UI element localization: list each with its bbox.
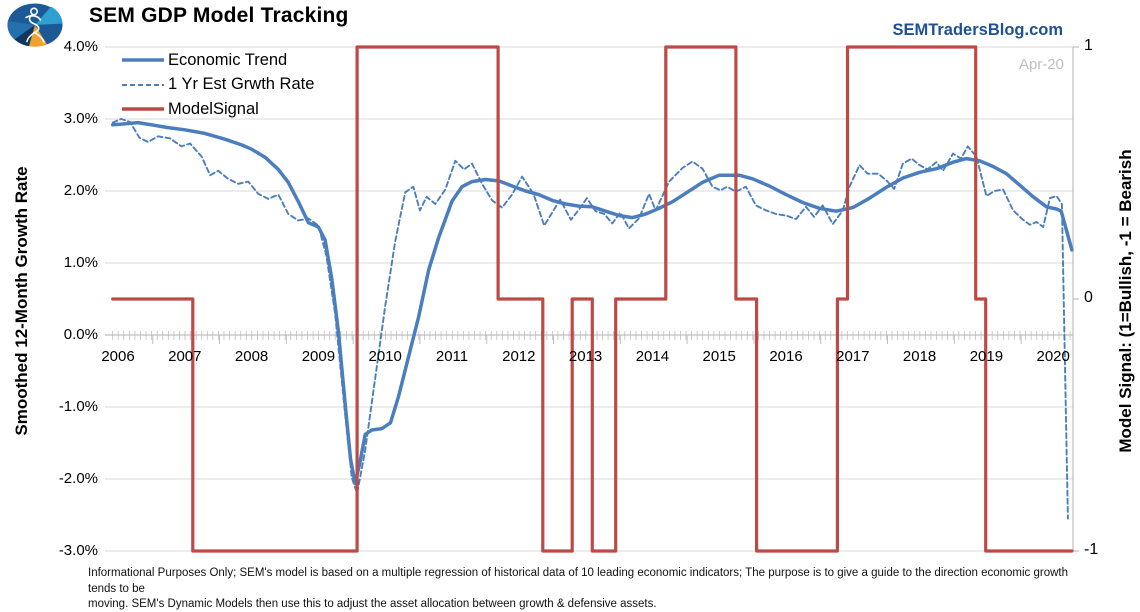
right-axis-tick-label: 1 (1084, 37, 1093, 54)
series-model-signal-line (111, 45, 1074, 553)
x-axis-tick-label: 2009 (301, 348, 336, 365)
legend-label: Economic Trend (168, 50, 288, 69)
right-axis-tick-label: 0 (1084, 289, 1093, 306)
left-axis-tick-label: 2.0% (63, 182, 98, 199)
x-axis-tick-label: 2008 (234, 348, 269, 365)
left-axis-tick-label: 0.0% (63, 326, 98, 343)
x-axis-tick-label: 2016 (769, 348, 803, 365)
latest-date-annotation: Apr-20 (1018, 56, 1064, 73)
legend-label: 1 Yr Est Grwth Rate (168, 75, 315, 94)
disclaimer-line1: Informational Purposes Only; SEM's model… (88, 567, 1069, 595)
site-link[interactable]: SEMTradersBlog.com (892, 21, 1063, 39)
legend-item-economic-trend: Economic Trend (120, 48, 314, 73)
series-growth-rate-line (111, 118, 1069, 520)
x-axis-tick-label: 2014 (635, 348, 670, 365)
legend-item-modelsignal: ModelSignal (120, 97, 314, 122)
left-axis-tick-label: -3.0% (58, 542, 98, 559)
x-axis-tick-label: 2015 (702, 348, 736, 365)
x-axis-tick-label: 2010 (368, 348, 402, 365)
x-axis-tick-label: 2011 (435, 348, 469, 365)
x-axis-tick-label: 2006 (101, 348, 135, 365)
left-axis-tick-label: 3.0% (63, 110, 98, 127)
x-axis-tick-label: 2018 (902, 348, 937, 365)
legend-line-sample (122, 107, 164, 111)
left-axis-tick-label: -1.0% (58, 398, 98, 415)
legend-label: ModelSignal (168, 99, 259, 118)
disclaimer-line2: moving. SEM's Dynamic Models then use th… (88, 598, 657, 610)
legend-line-sample (122, 58, 164, 62)
legend-item-1-yr-est-grwth-rate: 1 Yr Est Grwth Rate (120, 73, 314, 98)
x-axis-tick-label: 2012 (502, 348, 536, 365)
x-axis-tick-label: 2019 (969, 348, 1004, 365)
sem-logo-graphic (7, 3, 63, 47)
disclaimer: Informational Purposes Only; SEM's model… (88, 566, 1098, 612)
page-title: SEM GDP Model Tracking (89, 4, 349, 27)
left-axis-tick-label: 4.0% (63, 38, 98, 55)
legend-line-sample (122, 83, 164, 86)
x-axis-tick-label: 2013 (568, 348, 603, 365)
left-axis-tick-label: 1.0% (63, 254, 98, 271)
x-axis-tick-label: 2007 (168, 348, 202, 365)
legend: Economic Trend 1 Yr Est Grwth Rate ModelSi… (120, 48, 314, 122)
x-axis-tick-label: 2017 (836, 348, 870, 365)
left-axis-tick-label: -2.0% (58, 470, 98, 487)
right-axis-tick-label: -1 (1084, 541, 1099, 558)
series-economic-trend-line (110, 120, 1074, 486)
sem-stick-figure-logo (6, 2, 64, 48)
x-axis-tick-label: 2020 (1036, 348, 1070, 365)
